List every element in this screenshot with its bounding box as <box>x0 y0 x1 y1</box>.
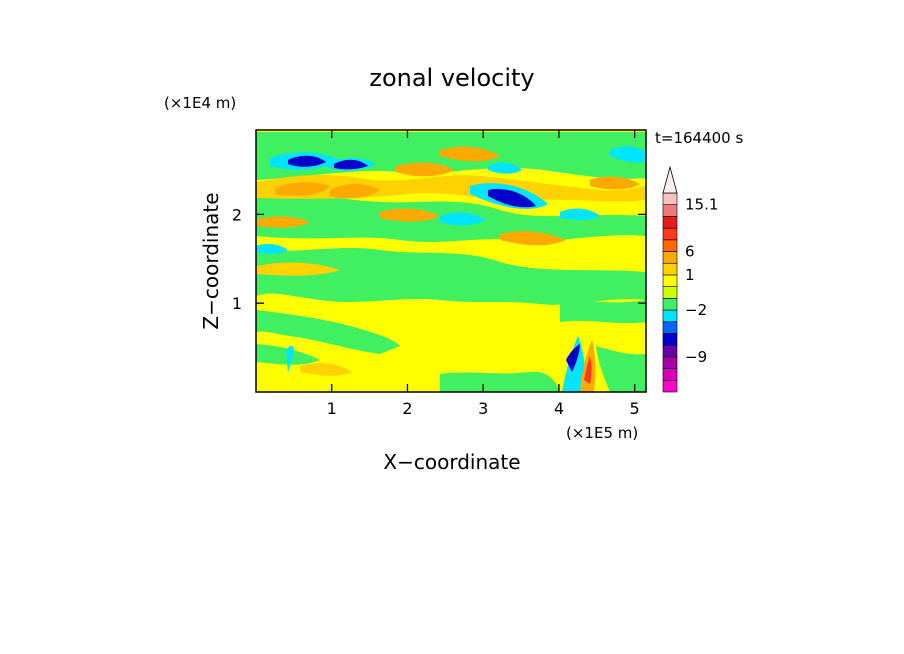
chart-title: zonal velocity <box>369 64 534 92</box>
field-feature-blue <box>566 344 580 372</box>
x-tick-label: 4 <box>554 399 564 418</box>
field-feature-blue <box>288 155 326 167</box>
colorbar: 15.1 6 1 −2 −9 <box>662 165 718 393</box>
x-tick-label: 3 <box>478 399 488 418</box>
colorbar-label: 1 <box>685 266 695 284</box>
x-axis-label: X−coordinate <box>383 450 520 474</box>
field-band-green <box>256 248 646 305</box>
field-feature-cyan <box>440 212 486 226</box>
field-feature-blue <box>488 188 536 208</box>
field-feature-red <box>584 356 592 384</box>
field-feature-cyan <box>286 345 294 372</box>
y-axis: 12 <box>232 205 646 313</box>
colorbar-label: −2 <box>685 301 707 319</box>
field-feature-cyan <box>560 208 600 220</box>
field-band-orange <box>590 176 640 190</box>
y-axis-label: Z−coordinate <box>199 192 223 329</box>
field-feature-cyan <box>256 243 288 254</box>
field-feature-cyan <box>610 146 646 163</box>
colorbar-level <box>662 309 678 323</box>
x-unit-label: (×1E5 m) <box>566 424 638 442</box>
field-band-orange <box>380 208 440 222</box>
colorbar-level <box>662 239 678 252</box>
colorbar-level <box>662 274 678 287</box>
colorbar-level <box>662 216 678 229</box>
colorbar-level <box>662 368 678 381</box>
field-band-light-orange <box>256 262 340 276</box>
colorbar-level <box>662 356 678 369</box>
field-band-orange <box>256 216 310 228</box>
colorbar-level <box>662 286 678 299</box>
colorbar-label: 6 <box>685 243 695 261</box>
colorbar-label: 15.1 <box>685 196 718 214</box>
field-band-green <box>440 371 560 392</box>
colorbar-level <box>662 321 678 334</box>
colorbar-level <box>662 192 678 206</box>
field-band-orange <box>500 231 566 246</box>
colorbar-level <box>662 227 678 241</box>
x-axis: 1 2 3 4 5 <box>327 130 640 418</box>
colorbar-level <box>662 204 678 217</box>
field-feature-cyan <box>488 162 522 174</box>
field-band-orange <box>396 162 454 177</box>
field-feature-blue <box>334 159 368 170</box>
x-tick-label: 2 <box>402 399 412 418</box>
field-band-light-orange <box>300 363 352 376</box>
field-band-orange <box>440 146 500 162</box>
colorbar-label: −9 <box>685 348 707 366</box>
y-tick-label: 2 <box>232 205 242 224</box>
colorbar-max-arrow <box>662 165 678 194</box>
colorbar-level <box>662 333 678 346</box>
time-label: t=164400 s <box>655 129 743 147</box>
field-band-orange <box>275 182 330 196</box>
colorbar-level <box>662 344 678 358</box>
y-tick-label: 1 <box>232 294 242 313</box>
field-band-orange <box>330 184 380 199</box>
field-band-green <box>256 310 400 354</box>
field-band-green <box>596 346 646 392</box>
colorbar-level <box>662 379 678 393</box>
plot-frame <box>255 129 647 393</box>
contour-field <box>256 130 646 392</box>
y-unit-label: (×1E4 m) <box>164 94 236 112</box>
x-tick-label: 5 <box>630 399 640 418</box>
colorbar-level <box>662 251 678 264</box>
colorbar-level <box>662 298 678 311</box>
colorbar-level <box>662 262 678 276</box>
field-band-green <box>560 300 646 324</box>
x-tick-label: 1 <box>327 399 337 418</box>
